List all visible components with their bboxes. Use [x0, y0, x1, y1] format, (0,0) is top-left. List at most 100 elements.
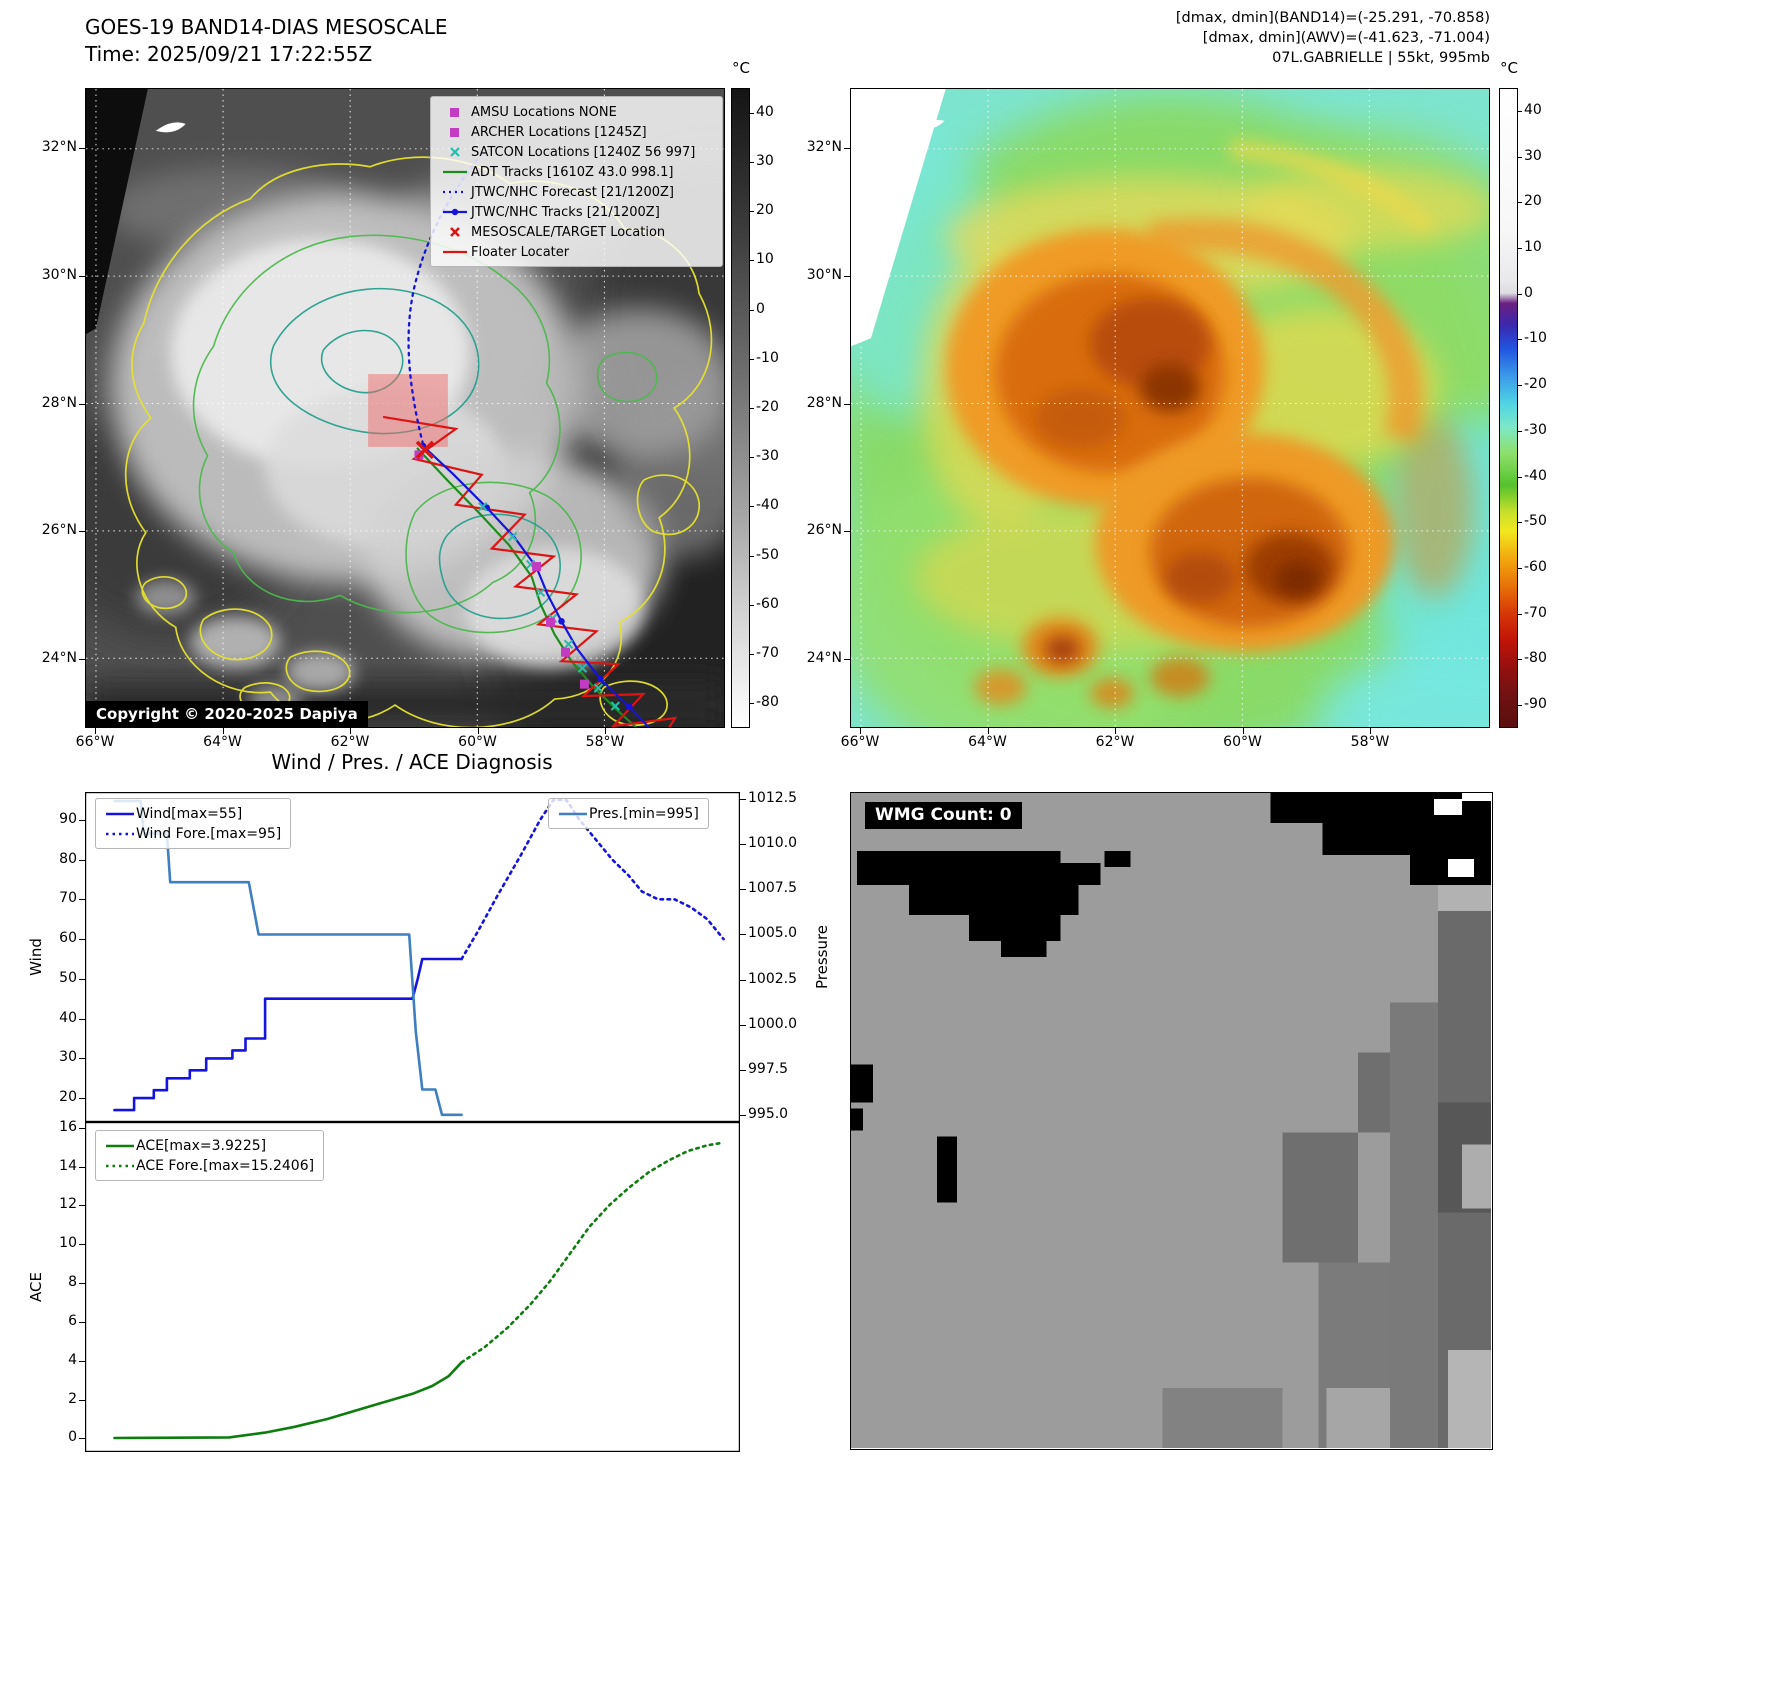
pressure-tick-label: 1000.0: [748, 1015, 797, 1032]
enhanced-colorbar-tick: -90: [1524, 696, 1547, 713]
band14-title: GOES-19 BAND14-DIAS MESOSCALE: [85, 15, 448, 39]
axis-tick-mark: [79, 1127, 85, 1129]
wind-tick-label: 80: [59, 850, 77, 867]
legend-label: JTWC/NHC Tracks [21/1200Z]: [471, 204, 660, 220]
band14-colorbar-tick: -30: [756, 448, 779, 465]
ace-tick-label: 12: [59, 1196, 77, 1213]
enhanced-colorbar-tick: -70: [1524, 604, 1547, 621]
axis-tick-mark: [740, 844, 746, 846]
ace-tick-label: 8: [68, 1274, 77, 1291]
axis-tick-mark: [740, 934, 746, 936]
wind-tick-label: 20: [59, 1089, 77, 1106]
scan-edge-wedge-white: [851, 89, 946, 347]
green-line-icon: [439, 165, 471, 179]
axis-tick-mark: [79, 1166, 85, 1168]
axis-tick-mark: [79, 1018, 85, 1020]
red-line-icon: [439, 245, 471, 259]
band14-colorbar-tick: -10: [756, 349, 779, 366]
axis-tick-mark: [79, 819, 85, 821]
band14-imagery: [86, 89, 724, 727]
lat-tick-label: 24°N: [806, 650, 842, 666]
pressure-legend: Pres.[min=995]: [548, 798, 709, 829]
band14-colorbar: [731, 88, 750, 728]
red-x-icon: [439, 225, 471, 239]
band14-colorbar-tick: -60: [756, 595, 779, 612]
ace-tick-label: 10: [59, 1235, 77, 1252]
axis-tick-mark: [1518, 568, 1522, 569]
legend-label: JTWC/NHC Forecast [21/1200Z]: [471, 184, 674, 200]
axis-tick-mark: [750, 506, 754, 508]
axis-tick-mark: [79, 859, 85, 861]
enhanced-colorbar-tick: -10: [1524, 330, 1547, 347]
ace-tick-label: 4: [68, 1351, 77, 1368]
series-1: [460, 1141, 725, 1364]
pressure-tick-label: 1007.5: [748, 880, 797, 897]
band14-colorbar-tick: 20: [756, 202, 774, 219]
band14-colorbar-tick: 10: [756, 251, 774, 268]
ace-legend: ACE[max=3.9225] ACE Fore.[max=15.2406]: [95, 1130, 325, 1181]
lon-tick-label: 60°W: [458, 734, 497, 750]
lat-tick-label: 32°N: [41, 139, 77, 155]
axis-tick-mark: [79, 1399, 85, 1401]
legend-item-target: MESOSCALE/TARGET Location: [439, 222, 713, 242]
legend-item-wind-fore: Wind Fore.[max=95]: [104, 824, 281, 844]
axis-tick-mark: [740, 979, 746, 981]
axis-tick-mark: [1518, 248, 1522, 249]
band14-colorbar-tick: -50: [756, 546, 779, 563]
dmax-dmin-awv: [dmax, dmin](AWV)=(-41.623, -71.004): [1202, 30, 1490, 46]
wmg-black-blocks: [851, 793, 1491, 1203]
wmg-gray-blocks: [1162, 884, 1491, 1448]
map-gridlines: [851, 89, 1489, 727]
lat-tick-label: 32°N: [806, 139, 842, 155]
axis-tick-mark: [1518, 705, 1522, 707]
wind-tick-label: 30: [59, 1049, 77, 1066]
axis-tick-mark: [1518, 110, 1522, 112]
band14-colorbar-tick: 0: [756, 300, 765, 317]
axis-tick-mark: [750, 260, 754, 262]
axis-tick-mark: [1518, 339, 1522, 341]
enhanced-colorbar-tick: 10: [1524, 239, 1542, 255]
axis-tick-mark: [750, 604, 754, 606]
axis-tick-mark: [79, 1360, 85, 1362]
wind-tick-label: 70: [59, 890, 77, 907]
band14-colorbar-tick: -80: [756, 694, 779, 711]
lon-tick-label: 58°W: [585, 734, 625, 750]
pressure-tick-label: 997.5: [748, 1060, 789, 1077]
enhanced-colorbar-unit: °C: [1500, 59, 1518, 77]
enhanced-colorbar-tick: 30: [1524, 147, 1542, 164]
wind-tick-label: 50: [59, 969, 77, 986]
lat-tick-label: 30°N: [806, 266, 842, 283]
axis-tick-mark: [750, 654, 754, 656]
legend-label: Floater Locater: [471, 244, 570, 260]
series-0: [113, 957, 463, 1112]
axis-tick-mark: [750, 555, 754, 557]
dmax-dmin-band14: [dmax, dmin](BAND14)=(-25.291, -70.858): [1175, 10, 1490, 26]
axis-tick-mark: [79, 899, 85, 901]
legend-label: ACE[max=3.9225]: [136, 1138, 267, 1154]
satcon-x-markers: [478, 501, 621, 711]
target-x-marker: [415, 440, 435, 460]
magenta-square-icon: [439, 125, 471, 139]
legend-item-archer: ARCHER Locations [1245Z]: [439, 122, 713, 142]
lon-tick-label: 64°W: [968, 734, 1007, 750]
lon-tick-label: 66°W: [75, 734, 115, 750]
axis-tick-mark: [750, 408, 754, 409]
cyan-x-icon: [439, 145, 471, 159]
legend-label: ARCHER Locations [1245Z]: [471, 124, 647, 140]
legend-item-forecast: JTWC/NHC Forecast [21/1200Z]: [439, 182, 713, 202]
legend-item-ace-fore: ACE Fore.[max=15.2406]: [104, 1156, 314, 1176]
pressure-tick-label: 1012.5: [748, 790, 797, 807]
axis-tick-mark: [79, 275, 85, 277]
pressure-tick-label: 1002.5: [748, 970, 797, 987]
pressure-tick-label: 1005.0: [748, 925, 797, 942]
legend-item-ace: ACE[max=3.9225]: [104, 1136, 314, 1156]
axis-tick-mark: [987, 728, 989, 734]
enhanced-colorbar-tick: 0: [1524, 284, 1533, 301]
legend-item-floater: Floater Locater: [439, 242, 713, 262]
axis-tick-mark: [740, 799, 746, 801]
lat-tick-label: 30°N: [41, 266, 77, 283]
ace-tick-label: 14: [59, 1157, 77, 1174]
legend-item-tracks: JTWC/NHC Tracks [21/1200Z]: [439, 202, 713, 222]
axis-tick-mark: [1518, 385, 1522, 387]
pressure-tick-label: 1010.0: [748, 835, 797, 852]
